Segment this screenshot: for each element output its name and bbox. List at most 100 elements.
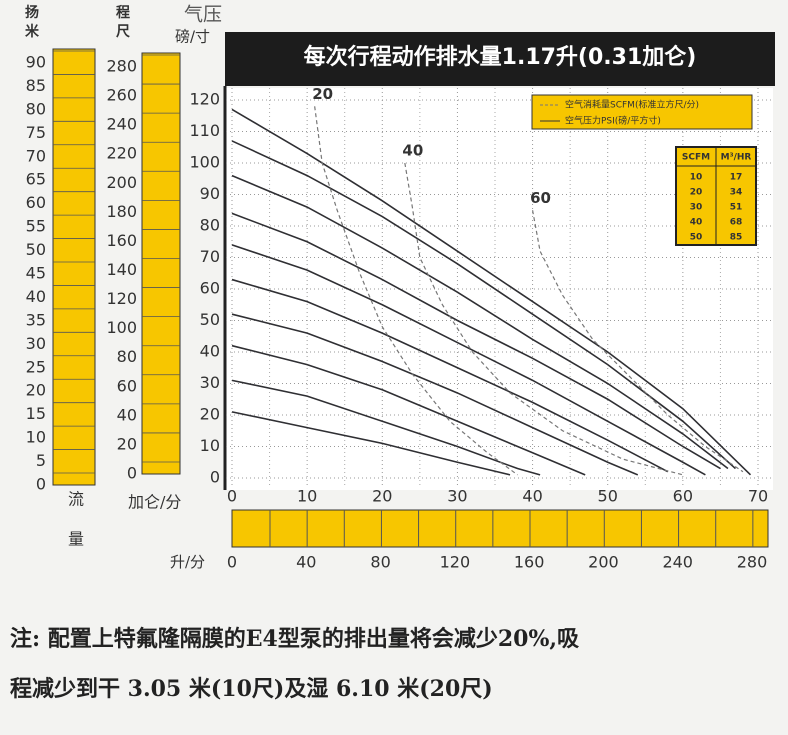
scale-tick-label: 80 [26,99,46,118]
scale-tick-label: 5 [36,451,46,470]
y-tick-label: 100 [189,153,220,172]
scale-tick-label: 85 [26,76,46,95]
y-tick-label: 40 [200,342,220,361]
left-header: 气压 [184,4,222,26]
liters-tick-label: 160 [514,553,545,572]
scale-tick-label: 260 [106,86,137,105]
scale-unit: 米 [25,23,40,40]
air-consumption-line [531,210,744,473]
scale-tick-label: 50 [26,240,46,259]
scale-column [141,52,181,475]
table-cell: 50 [690,233,703,243]
scale-tick-label: 60 [26,193,46,212]
y-tick-label: 110 [189,121,220,140]
scale-tick-label: 20 [26,381,46,400]
scale-tick-label: 80 [117,347,137,366]
scale-tick-label: 60 [117,376,137,395]
header: 每次行程动作排水量1.17升(0.31加仑) [304,44,697,70]
liters-tick-label: 200 [588,553,619,572]
pressure-line [231,313,639,476]
legend-label: 空气消耗量SCFM(标准立方尺/分) [565,99,699,111]
header-bg [225,32,775,86]
x-tick-label: 0 [227,487,237,506]
x-axis-label: 加仑/分 [128,493,181,512]
scale-tick-label: 100 [106,318,137,337]
pressure-line [231,344,586,476]
air-consumption-line [314,106,518,476]
y-tick-label: 0 [210,468,220,487]
y-tick-label: 90 [200,184,220,203]
table-cell: 68 [730,218,743,228]
scale-tick-label: 10 [26,428,46,447]
pressure-line [231,174,729,470]
table-cell: 20 [690,188,703,198]
x-tick-label: 50 [598,487,618,506]
table-cell: 34 [730,188,743,198]
table-cell: 30 [690,203,703,213]
scale-tick-label: 0 [127,464,137,483]
liters-tick-label: 0 [227,553,237,572]
table-cell: 51 [730,203,743,213]
scale-tick-label: 15 [26,404,46,423]
table-header: SCFM [682,153,710,163]
left-header: 磅/寸 [175,28,210,46]
x-tick-label: 30 [447,487,467,506]
series-label: 60 [530,189,551,207]
scale-column [52,48,96,486]
flow-label: 流 [68,490,84,509]
x-tick-label: 10 [297,487,317,506]
liters-tick-label: 80 [370,553,390,572]
y-tick-label: 60 [200,279,220,298]
pressure-line [231,140,736,470]
note: 程减少到干 3.05 米(10尺)及湿 6.10 米(20尺) [10,676,493,702]
y-tick-label: 120 [189,90,220,109]
scale-tick-label: 280 [106,57,137,76]
y-tick-label: 10 [200,436,220,455]
scale-unit: 尺 [116,24,130,40]
y-tick-label: 50 [200,310,220,329]
liters-bar [231,509,769,548]
note: 注: 配置上特氟隆隔膜的E4型泵的排出量将会减少20%,吸 [10,626,580,652]
lines [231,106,752,476]
scale-tick-label: 160 [106,231,137,250]
scale-tick-label: 200 [106,173,137,192]
scale-tick-label: 140 [106,260,137,279]
scale-tick-label: 35 [26,310,46,329]
liters-tick-label: 240 [662,553,693,572]
scale-tick-label: 220 [106,144,137,163]
scale-tick-label: 20 [117,434,137,453]
table-cell: 85 [730,233,743,243]
scale-tick-label: 30 [26,334,46,353]
table-header: M³/HR [721,153,752,163]
pressure-line [231,212,721,470]
pressure-line [231,108,752,476]
liters-label: 升/分 [170,553,205,571]
scale-title: 程 [116,5,130,21]
liters-tick-label: 120 [440,553,471,572]
series-label: 20 [312,85,333,103]
y-tick-label: 70 [200,247,220,266]
scale-tick-label: 240 [106,115,137,134]
pressure-line [231,411,511,476]
scale-tick-label: 55 [26,217,46,236]
legend-label: 空气压力PSI(磅/平方寸) [565,115,661,127]
scale-tick-label: 65 [26,170,46,189]
air-consumption-line [404,162,684,476]
table-cell: 10 [690,173,703,183]
table-cell: 17 [730,173,743,183]
table-cell: 40 [690,218,703,228]
pressure-line [231,379,541,476]
liters-tick-label: 40 [296,553,316,572]
scale-tick-label: 70 [26,146,46,165]
scale-title: 扬 [25,4,39,21]
y-tick-label: 30 [200,373,220,392]
scale-tick-label: 25 [26,357,46,376]
pressure-line [231,244,706,476]
x-tick-label: 60 [673,487,693,506]
y-tick-label: 80 [200,216,220,235]
scale-tick-label: 45 [26,264,46,283]
x-tick-label: 40 [522,487,542,506]
x-tick-label: 20 [372,487,392,506]
